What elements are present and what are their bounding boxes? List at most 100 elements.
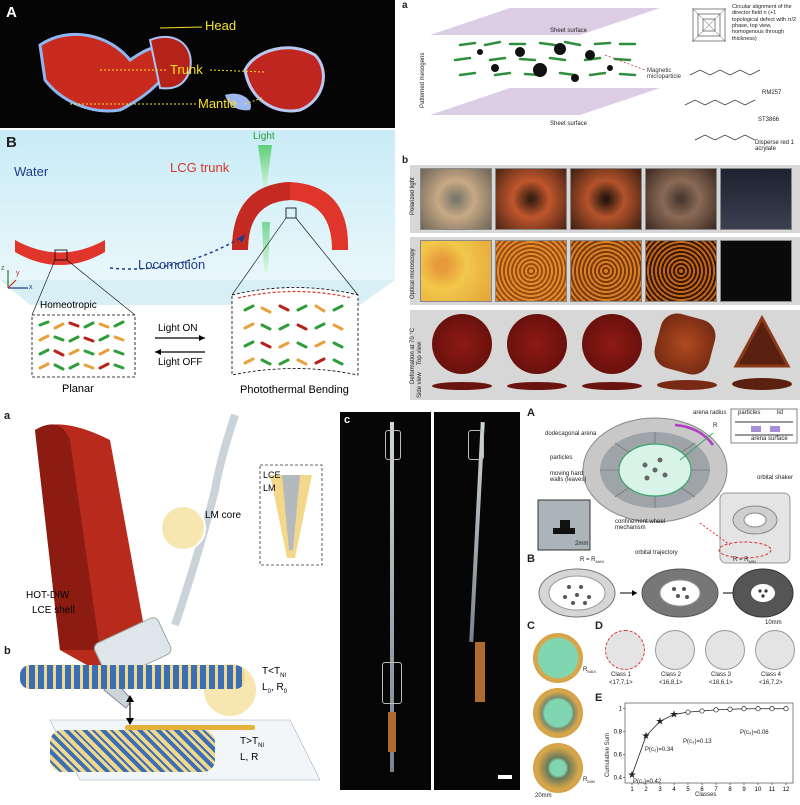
- sheet-surface-top: Sheet surface: [550, 28, 588, 34]
- side-view-1: [432, 382, 492, 390]
- scale-10mm-label: 10mm: [765, 620, 782, 626]
- data-point-star: ★: [642, 731, 651, 742]
- planar-label: Planar: [62, 383, 94, 395]
- pol-image-1: [420, 168, 492, 230]
- ann-p2: P(c₂)=0.34: [645, 747, 674, 753]
- orbital-traj-label: orbital trajectory: [635, 550, 678, 556]
- mesogen-schematic: [430, 6, 761, 141]
- class-3-vec: <18,6,1>: [709, 680, 733, 686]
- row3a-label: Top view: [417, 341, 423, 365]
- robot-2-leg: [475, 642, 485, 702]
- cumulative-chart: 0.40.60.811 2 3 4 5 6 7 8 9 10 11 12★★★★: [614, 702, 794, 793]
- robot-2-clip-top: [468, 430, 484, 460]
- chart-xlabel: Classes: [695, 792, 717, 798]
- data-point: [769, 706, 775, 712]
- q2-panel-b-label: b: [402, 155, 409, 166]
- robot-1-clip-top: [385, 430, 401, 460]
- r-min-eq: R = RMIN: [733, 557, 756, 565]
- lce-rod-cold: [20, 665, 245, 689]
- row1-label: Polarized light: [410, 177, 416, 215]
- ann-p1: P(c₁)=0.42: [633, 779, 662, 785]
- lm-core-label: LM core: [205, 510, 242, 521]
- micro-image-5: [720, 240, 792, 302]
- x-tick-label: 2: [644, 787, 648, 793]
- class-circle-2: [655, 630, 695, 670]
- y-tick-label: 0.6: [614, 752, 623, 758]
- arena-photo-max: [533, 633, 583, 683]
- data-point: [713, 707, 719, 713]
- inset-arena-label: arena surface: [751, 436, 788, 442]
- row-microscopy: Optical microscopy: [410, 237, 800, 305]
- x-tick-label: 6: [700, 787, 704, 793]
- disc-4: [650, 309, 720, 379]
- y-tick-label: 1: [619, 707, 623, 713]
- photothermal-label: Photothermal Bending: [240, 384, 349, 396]
- planar-mesogens: [38, 320, 125, 371]
- micro-image-3: [570, 240, 642, 302]
- axis-y-label: y: [16, 270, 20, 277]
- class-circle-3: [705, 630, 745, 670]
- light-off-label: Light OFF: [158, 357, 203, 368]
- cond2-label: T>TNI L, R: [240, 736, 265, 763]
- pol-image-3: [570, 168, 642, 230]
- director-note: Circular alignment of the director field…: [732, 4, 797, 42]
- lm-label: LM: [263, 483, 276, 493]
- x-tick-label: 4: [672, 787, 676, 793]
- y-tick-label: 0.4: [614, 775, 623, 781]
- locomotion-schematic: [0, 130, 395, 378]
- robot-photo: [340, 412, 520, 790]
- disc-3: [582, 314, 642, 374]
- q4-panel-e-label: E: [595, 692, 603, 704]
- robot-1-clip-bot: [382, 662, 402, 704]
- disc-1: [432, 314, 492, 374]
- class-4-name: Class 4: [761, 672, 782, 678]
- head-label: Head: [205, 18, 237, 33]
- row3b-label: Deformation at 70 °C: [410, 327, 416, 384]
- r-max-eq: R = RMAX: [580, 557, 605, 565]
- rmin-label: RMIN: [583, 777, 595, 785]
- class-2-name: Class 2: [661, 672, 682, 678]
- inset-particles-label: particles: [738, 410, 761, 416]
- q2-panel-a-label: a: [402, 0, 408, 11]
- lcg-trunk-label: LCG trunk: [170, 160, 230, 175]
- dodecagonal-label: dodecagonal arena: [545, 431, 597, 437]
- double-arrow: [126, 695, 134, 725]
- slug-illustration: [38, 32, 325, 113]
- label-leaders: [70, 26, 266, 105]
- side-view-5: [732, 378, 792, 390]
- row2-label: Optical microscopy: [410, 248, 416, 299]
- class-configs: Class 1 <17,7,1> Class 2 <16,8,1> Class …: [605, 630, 800, 690]
- arena-sequence: [538, 568, 794, 618]
- figure-q3: a LCE LM HOT-DIW LM core LCE shell b b T…: [0, 400, 520, 800]
- figure-q4: A dodecagonal arena arena radius R parti…: [525, 405, 800, 800]
- data-point-star: ★: [656, 716, 665, 727]
- q4-panel-d-label: D: [595, 620, 603, 632]
- arena-photo-mid: [533, 688, 583, 738]
- q4-panel-c-label: C: [527, 620, 535, 632]
- moving-walls-label: moving hard walls (leaves): [550, 471, 587, 483]
- homeotropic-label: Homeotropic: [40, 300, 97, 311]
- inset-lid-label: lid: [777, 410, 784, 416]
- chemical-structures: [684, 69, 761, 141]
- figure-q1: A Head Trunk Mantle: [0, 0, 395, 400]
- lce-shell-label: LCE shell: [32, 605, 75, 616]
- x-tick-label: 5: [686, 787, 690, 793]
- scale-bar-c: [498, 775, 512, 779]
- q4-panel-b-label: B: [527, 553, 535, 565]
- side-view-2: [507, 382, 567, 390]
- confinement-label: confinement wheel mechanism: [615, 519, 666, 531]
- y-tick-label: 0.8: [614, 730, 623, 736]
- disc-2: [507, 314, 567, 374]
- hot-diw-label: HOT-DIW: [26, 590, 70, 601]
- chart-ylabel: Cumulative Sum: [605, 732, 611, 777]
- row-deformation: Deformation at 70 °C Top view Side view: [410, 309, 800, 400]
- bending-mesogens: [243, 304, 344, 366]
- particles-label: particles: [550, 455, 573, 461]
- micro-image-2: [495, 240, 567, 302]
- x-tick-label: 1: [630, 787, 634, 793]
- st3866-label: ST3866: [758, 117, 780, 123]
- side-view-4: [657, 380, 717, 390]
- ann-p3: P(c₃)=0.13: [683, 739, 712, 745]
- class-1-vec: <17,7,1>: [609, 680, 633, 686]
- orbital-shaker-label: orbital shaker: [757, 475, 794, 481]
